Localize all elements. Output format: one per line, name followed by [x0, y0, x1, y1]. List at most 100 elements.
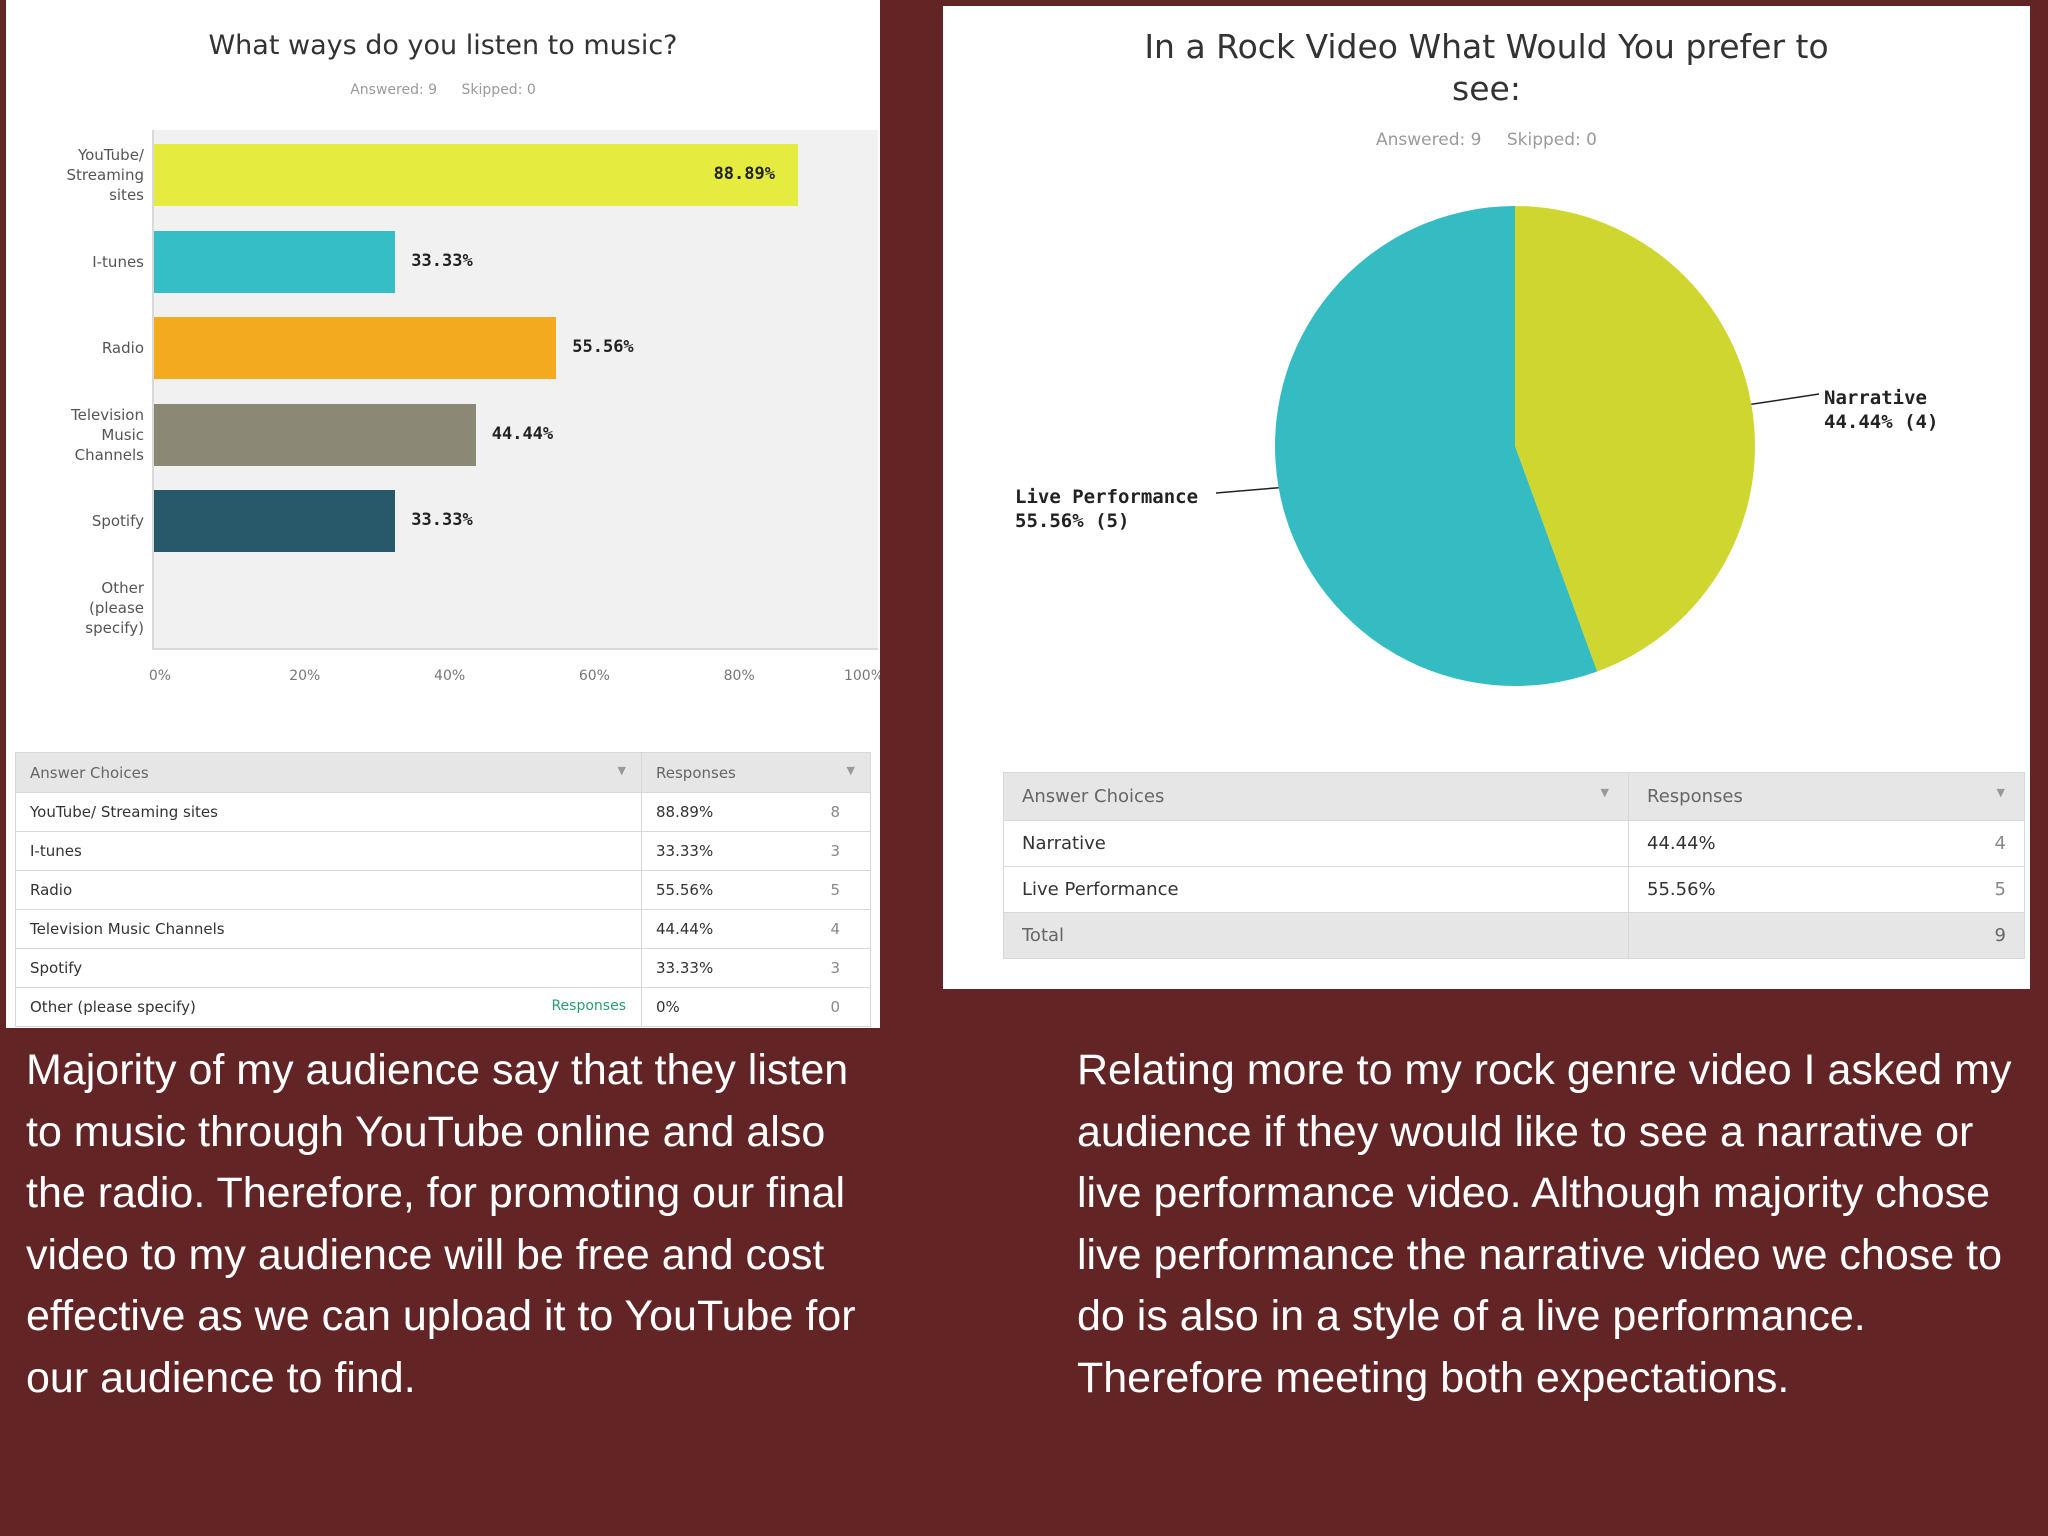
category-label-line: I-tunes: [92, 252, 144, 271]
category-label-line: Channels: [74, 445, 144, 464]
response-count: 4: [830, 920, 840, 938]
bar-value-label: 33.33%: [411, 510, 473, 530]
table-row: Radio 55.56% 5: [15, 870, 871, 910]
bar: [154, 230, 396, 293]
bar: [154, 490, 396, 552]
response-count: 3: [830, 842, 840, 860]
category-label-line: Television: [71, 405, 144, 424]
bar: [154, 403, 476, 466]
chevron-down-icon[interactable]: ▼: [1600, 786, 1609, 799]
answer-choice-cell: I-tunes: [15, 831, 642, 871]
left-answers-table: Answer Choices ▼ Responses ▼ YouTube/ Stre…: [15, 752, 871, 1027]
response-percent: 88.89%: [656, 803, 714, 821]
right-answers-table: Answer Choices ▼ Responses ▼ Narrative 44.4…: [1003, 772, 2025, 959]
bar-chart-title: What ways do you listen to music?: [208, 30, 678, 61]
response-count: 8: [830, 803, 840, 821]
pie-label-live-performance: Live Performance 55.56% (5): [1015, 486, 1199, 532]
right-description: Relating more to my rock genre video I a…: [1077, 1046, 2012, 1402]
chevron-down-icon[interactable]: ▼: [1996, 786, 2005, 799]
skipped-count: Skipped: 0: [461, 82, 536, 98]
total-row: Total 9: [1003, 912, 2025, 959]
x-tick-label: 0%: [148, 668, 172, 684]
pie-title-line2: see:: [1452, 69, 1521, 108]
bar-value-label: 55.56%: [572, 337, 634, 357]
answered-count: Answered: 9: [350, 82, 438, 98]
response-cell: 33.33% 3: [641, 831, 871, 871]
table-row: Other (please specify) Responses 0% 0: [15, 987, 871, 1027]
table-row: Narrative 44.44% 4: [1003, 820, 2025, 867]
table-row: I-tunes 33.33% 3: [15, 831, 871, 871]
response-cell: 0% 0: [641, 987, 871, 1027]
category-label: Other (please specify): [10, 578, 144, 638]
left-description: Majority of my audience say that they li…: [26, 1046, 856, 1402]
category-label-line: (please: [88, 598, 144, 617]
response-percent: 44.44%: [656, 920, 714, 938]
response-percent: 55.56%: [656, 881, 714, 899]
bar: [154, 317, 557, 379]
response-percent: 33.33%: [656, 842, 714, 860]
category-label: Radio: [10, 338, 144, 358]
table-row: Spotify 33.33% 3: [15, 948, 871, 988]
table-row: Live Performance 55.56% 5: [1003, 866, 2025, 913]
answer-choice-text: Radio: [30, 881, 73, 899]
response-cell: 55.56% 5: [1628, 866, 2025, 913]
table-row: Television Music Channels 44.44% 4: [15, 909, 871, 949]
response-cell: 33.33% 3: [641, 948, 871, 988]
skipped-count: Skipped: 0: [1506, 130, 1597, 150]
total-label: Total: [1003, 912, 1629, 959]
pie-chart: [1215, 206, 1820, 686]
answer-choice-cell: Spotify: [15, 948, 642, 988]
total-value: 9: [1628, 912, 2025, 959]
answer-choice-text: Spotify: [30, 959, 83, 977]
answer-choice-cell: Television Music Channels: [15, 909, 642, 949]
col-answer-choices[interactable]: Answer Choices ▼: [1003, 772, 1629, 821]
response-cell: 44.44% 4: [1628, 820, 2025, 867]
category-label-line: Radio: [101, 339, 144, 357]
table-header-row: Answer Choices ▼ Responses ▼: [1003, 772, 2025, 821]
chevron-down-icon[interactable]: ▼: [617, 763, 626, 777]
response-percent: 44.44%: [1647, 833, 1716, 854]
answer-choice-cell: YouTube/ Streaming sites: [15, 792, 642, 832]
response-count: 5: [830, 881, 840, 899]
table-row: YouTube/ Streaming sites 88.89% 8: [15, 792, 871, 832]
pie-leader-line: [1751, 393, 1820, 406]
response-cell: 88.89% 8: [641, 792, 871, 832]
pie-chart-meta: Answered: 9 Skipped: 0: [943, 130, 2030, 150]
category-label-line: specify): [85, 618, 144, 637]
col-responses[interactable]: Responses ▼: [1628, 772, 2025, 821]
category-label-line: Other: [101, 578, 144, 597]
bar-value-label: 33.33%: [411, 250, 473, 271]
table-header-row: Answer Choices ▼ Responses ▼: [15, 752, 871, 793]
x-tick-label: 20%: [289, 668, 321, 684]
answer-choice-text: YouTube/ Streaming sites: [30, 803, 218, 821]
answered-count: Answered: 9: [1376, 130, 1482, 150]
response-percent: 0%: [656, 998, 680, 1016]
col-answer-choices[interactable]: Answer Choices ▼: [15, 752, 642, 793]
response-count: 3: [830, 959, 840, 977]
responses-link[interactable]: Responses: [551, 998, 626, 1014]
chevron-down-icon[interactable]: ▼: [846, 763, 855, 777]
category-label: YouTube/Streaming sites: [10, 145, 144, 205]
pie-label-narrative: Narrative 44.44% (4): [1824, 387, 1939, 433]
answer-choice-text: Other (please specify): [30, 998, 196, 1016]
x-tick-label: 40%: [434, 668, 466, 684]
response-cell: 55.56% 5: [641, 870, 871, 910]
answer-choice-cell: Other (please specify) Responses: [15, 987, 642, 1027]
bar: [154, 144, 798, 206]
col-responses[interactable]: Responses ▼: [641, 752, 871, 793]
category-label: I-tunes: [10, 252, 144, 272]
response-count: 5: [1994, 879, 2006, 900]
bar-chart-meta: Answered: 9 Skipped: 0: [6, 82, 880, 98]
pie-slice-narrative: [1515, 206, 1756, 672]
pie-chart-panel: In a Rock Video What Would You prefer to…: [943, 6, 2030, 989]
answer-choice-cell: Live Performance: [1003, 866, 1629, 913]
response-count: 0: [830, 998, 840, 1016]
answer-choice-cell: Narrative: [1003, 820, 1629, 867]
answer-choice-text: Television Music Channels: [30, 920, 225, 938]
category-label: Spotify: [10, 511, 144, 531]
category-label: Television Music Channels: [10, 405, 144, 465]
category-label-line: Streaming: [66, 166, 144, 184]
response-count: 4: [1994, 833, 2006, 854]
category-label-line: Spotify: [91, 512, 144, 530]
response-cell: 44.44% 4: [641, 909, 871, 949]
